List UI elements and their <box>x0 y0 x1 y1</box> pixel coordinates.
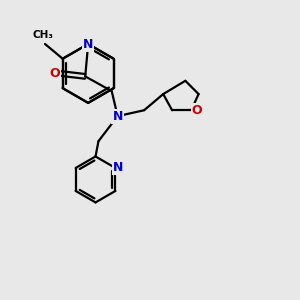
Text: N: N <box>112 110 123 123</box>
Text: N: N <box>83 38 93 50</box>
Text: N: N <box>113 161 124 175</box>
Text: CH₃: CH₃ <box>32 30 53 40</box>
Text: O: O <box>49 67 60 80</box>
Text: O: O <box>192 104 203 117</box>
